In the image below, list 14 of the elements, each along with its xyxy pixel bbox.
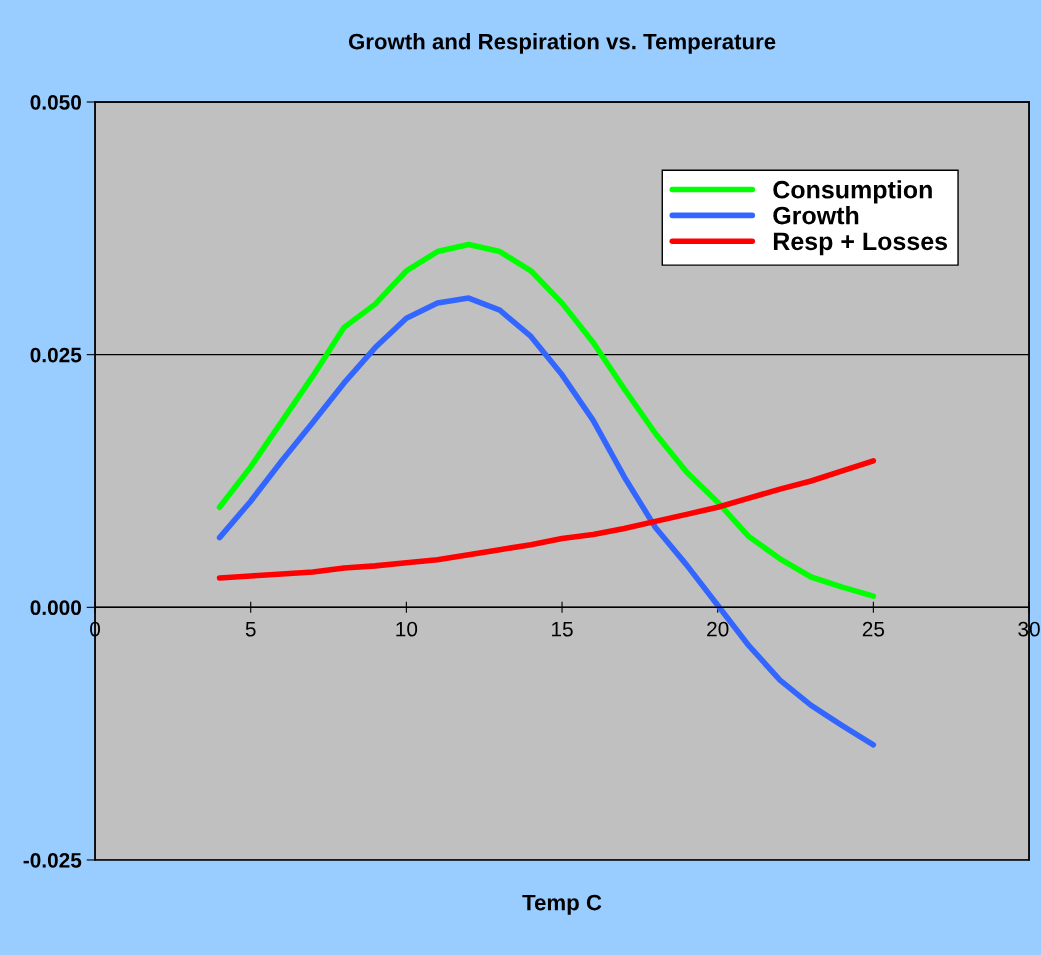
x-tick-label: 5 xyxy=(245,621,256,637)
x-tick-label: 20 xyxy=(707,621,729,637)
x-axis-title: Temp C xyxy=(522,894,602,915)
x-tick-label: 10 xyxy=(396,621,418,637)
x-tick-label: 25 xyxy=(862,621,885,637)
legend-label: Resp + Losses xyxy=(773,232,948,256)
y-tick-label: 0.025 xyxy=(30,347,82,363)
y-tick-label: -0.025 xyxy=(23,852,82,868)
legend-label: Consumption xyxy=(773,180,932,204)
chart-title: Growth and Respiration vs. Temperature xyxy=(348,33,776,54)
x-tick-label: 15 xyxy=(552,621,573,637)
legend-label: Growth xyxy=(773,206,859,225)
y-tick-label: 0.000 xyxy=(30,600,81,616)
y-tick-label: 0.050 xyxy=(30,95,81,110)
